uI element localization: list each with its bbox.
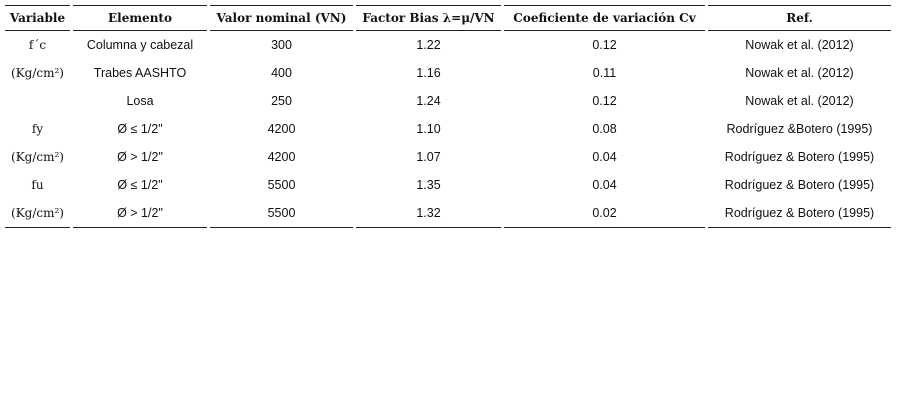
header-cell: Ref. <box>708 5 891 31</box>
table-row: (Kg/cm²) Ø > 1/2" 4200 1.07 0.04 Rodríguez & … <box>5 143 891 171</box>
table-body: f´c Columna y cabezal 300 1.22 0.12 Nowak et … <box>5 31 891 228</box>
header-cell: Variable <box>5 5 70 31</box>
table-cell: 1.16 <box>416 66 441 80</box>
table-cell: 300 <box>271 38 292 52</box>
table-cell: Rodríguez & Botero (1995) <box>724 150 875 164</box>
header-cell: Valor nominal (VN) <box>210 5 353 31</box>
table-cell: 1.24 <box>416 94 441 108</box>
table-cell: Ø > 1/2" <box>117 150 163 164</box>
table-cell: 1.07 <box>416 150 441 164</box>
table-cell <box>5 87 70 115</box>
table-cell: 1.35 <box>416 178 441 192</box>
table-cell: 5500 <box>210 199 353 228</box>
table-row: fu Ø ≤ 1/2" 5500 1.35 0.04 Rodríguez & Botero… <box>5 171 891 199</box>
table-cell: 0.08 <box>592 122 617 136</box>
table-cell: 4200 <box>267 150 296 164</box>
header-cell: Factor Bias λ=μ/VN <box>356 5 501 31</box>
table-cell: 1.10 <box>416 122 441 136</box>
table-cell: 0.04 <box>592 150 617 164</box>
header-cell: Coeficiente de variación Cv <box>504 5 705 31</box>
data-table: Variable Elemento Valor nominal (VN) Fac… <box>2 5 894 228</box>
table-cell: Ø ≤ 1/2" <box>117 122 163 136</box>
table-cell: Nowak et al. (2012) <box>745 38 854 52</box>
table-cell: Rodríguez & Botero (1995) <box>708 199 891 228</box>
table-row: Losa 250 1.24 0.12 Nowak et al. (2012) <box>5 87 891 115</box>
table-cell: Ø > 1/2" <box>73 199 207 228</box>
table-cell: (Kg/cm²) <box>5 199 70 228</box>
table-cell: (Kg/cm²) <box>11 150 64 164</box>
table-row: (Kg/cm²) Ø > 1/2" 5500 1.32 0.02 Rodríguez & … <box>5 199 891 228</box>
table-cell: 0.04 <box>592 178 617 192</box>
table-cell: (Kg/cm²) <box>11 66 64 80</box>
table-cell: Rodríguez & Botero (1995) <box>724 178 875 192</box>
table-cell: 4200 <box>267 122 296 136</box>
table-cell: fy <box>31 122 44 136</box>
table-cell: fu <box>31 178 44 192</box>
table-cell: 1.22 <box>416 38 441 52</box>
table-cell: 0.02 <box>504 199 705 228</box>
table-cell: 400 <box>271 66 292 80</box>
table-cell: Rodríguez &Botero (1995) <box>726 122 873 136</box>
table-cell: 0.11 <box>592 66 617 80</box>
table-cell: 250 <box>271 94 292 108</box>
table-row: fy Ø ≤ 1/2" 4200 1.10 0.08 Rodríguez &Botero … <box>5 115 891 143</box>
table-cell: 1.32 <box>356 199 501 228</box>
table-cell: 0.12 <box>592 38 617 52</box>
table-cell: Losa <box>126 94 154 108</box>
table-cell: Columna y cabezal <box>86 38 194 52</box>
table-cell: Ø ≤ 1/2" <box>117 178 163 192</box>
table-cell: 0.12 <box>592 94 617 108</box>
table-cell: Nowak et al. (2012) <box>745 94 854 108</box>
header-row: Variable Elemento Valor nominal (VN) Fac… <box>5 5 891 31</box>
table-cell: Trabes AASHTO <box>93 66 187 80</box>
table-cell: f´c <box>28 38 47 52</box>
table-row: (Kg/cm²) Trabes AASHTO 400 1.16 0.11 Nowak et… <box>5 59 891 87</box>
table-row: f´c Columna y cabezal 300 1.22 0.12 Nowak et … <box>5 31 891 59</box>
table-cell: Nowak et al. (2012) <box>745 66 854 80</box>
header-cell: Elemento <box>73 5 207 31</box>
table-cell: 5500 <box>267 178 296 192</box>
